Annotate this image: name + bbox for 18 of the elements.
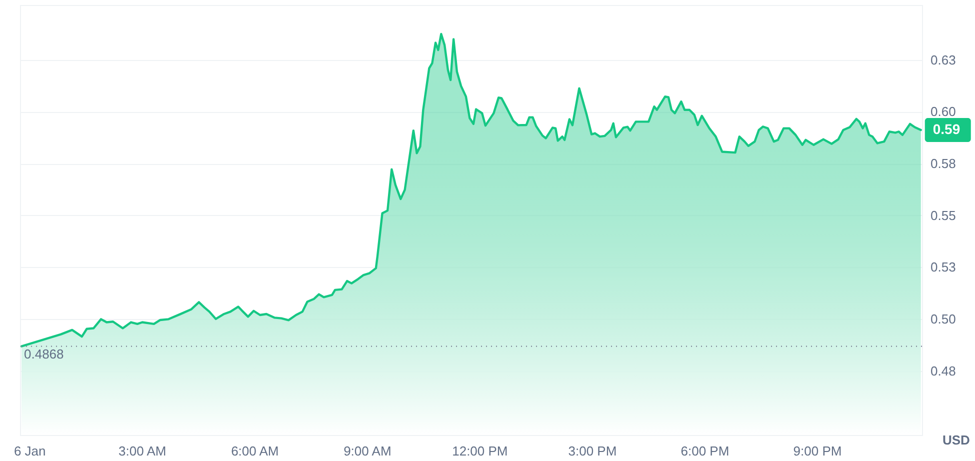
x-tick-label: 9:00 AM (344, 444, 392, 458)
x-tick-label: 3:00 PM (568, 444, 617, 458)
x-tick-label: 6 Jan (14, 444, 46, 458)
x-tick-label: 6:00 AM (231, 444, 279, 458)
y-axis-title: USD (942, 432, 970, 448)
x-tick-label: 12:00 PM (452, 444, 508, 458)
x-tick-label: 9:00 PM (793, 444, 842, 458)
x-tick-label: 3:00 AM (118, 444, 166, 458)
y-tick-label: 0.60 (930, 104, 956, 120)
y-tick-label: 0.55 (930, 208, 956, 223)
ref-line-label: 0.4868 (24, 346, 64, 362)
y-tick-label: 0.50 (930, 311, 956, 326)
annotation: 0.59 (932, 120, 960, 137)
x-tick-label: 6:00 PM (680, 444, 730, 458)
y-tick-label: 0.53 (930, 260, 956, 275)
y-tick-label: 0.58 (930, 156, 956, 172)
y-tick-label: 0.48 (930, 363, 956, 378)
y-tick-label: 0.63 (930, 52, 956, 68)
